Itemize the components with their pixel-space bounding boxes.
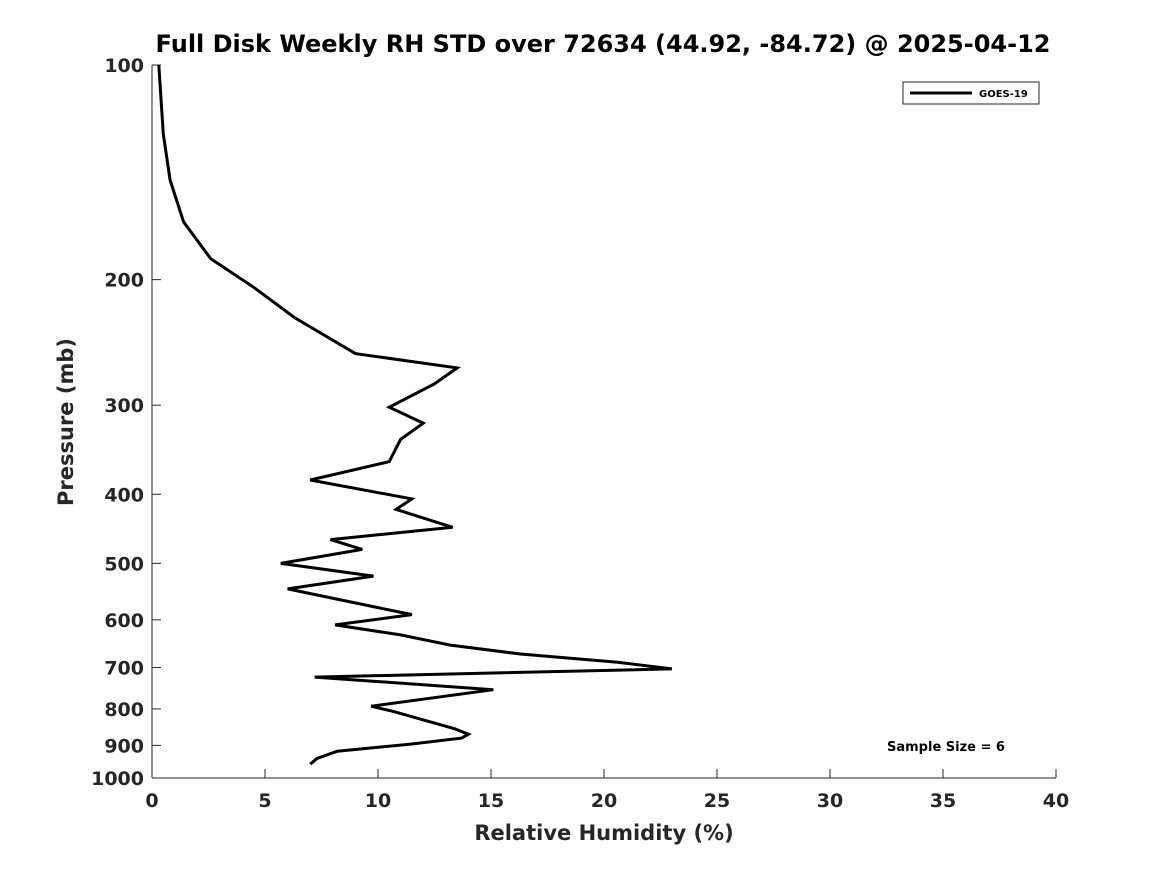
x-tick-label: 40 (1043, 790, 1069, 812)
y-tick-label: 400 (104, 484, 144, 506)
y-tick-label: 1000 (91, 768, 144, 790)
y-tick-label: 300 (104, 395, 144, 417)
x-tick-label: 5 (258, 790, 271, 812)
y-tick-label: 500 (104, 553, 144, 575)
x-tick-label: 35 (930, 790, 956, 812)
x-ticks: 0 5 10 15 20 25 30 35 40 (145, 769, 1069, 812)
y-tick-label: 600 (104, 610, 144, 632)
x-tick-label: 0 (145, 790, 158, 812)
y-axis-label: Pressure (mb) (54, 338, 78, 506)
y-tick-label: 800 (104, 699, 144, 721)
legend-label-goes-19: GOES-19 (979, 89, 1028, 100)
x-tick-label: 25 (704, 790, 730, 812)
legend: GOES-19 (902, 81, 1040, 105)
y-tick-label: 100 (104, 55, 144, 77)
x-tick-label: 15 (478, 790, 504, 812)
sample-size-annotation: Sample Size = 6 (887, 740, 1005, 755)
y-tick-label: 200 (104, 270, 144, 292)
chart-title: Full Disk Weekly RH STD over 72634 (44.9… (156, 30, 1051, 58)
y-tick-label: 700 (104, 658, 144, 680)
series-group (157, 64, 672, 766)
x-axis-label: Relative Humidity (%) (474, 821, 733, 845)
series-line-goes-19 (157, 64, 672, 766)
x-tick-label: 20 (591, 790, 617, 812)
y-ticks: 100 200 300 400 500 600 700 800 900 1000 (91, 55, 161, 790)
x-tick-label: 30 (817, 790, 843, 812)
x-tick-label: 10 (365, 790, 391, 812)
y-tick-label: 900 (104, 735, 144, 757)
